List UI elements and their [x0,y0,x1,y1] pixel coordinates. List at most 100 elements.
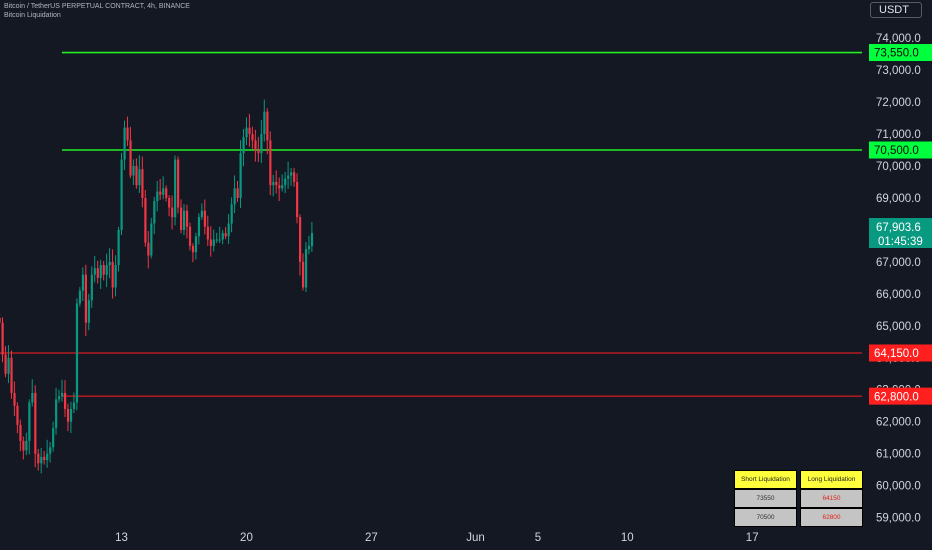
candle-body [0,317,1,323]
short-liquidation-value: 73550 [734,489,797,508]
candle-body [307,245,311,250]
candle-body [200,210,204,218]
long-liquidation-header: Long Liquidation [800,470,863,489]
candle-body [66,408,70,422]
short-liquidation-header: Short Liquidation [734,470,797,489]
candle-body [162,188,165,195]
candle-body [150,223,153,256]
candle-body [218,239,221,241]
candle-body [281,185,284,189]
price-tick-label: 61,000.0 [876,449,921,461]
candle-body [185,210,189,227]
candle-body [22,440,25,451]
last-price-tag [869,218,932,249]
candle-body [28,402,31,441]
price-tick-label: 66,000.0 [876,289,921,301]
candle-body [19,424,22,441]
long-liquidation-value: 64150 [800,489,863,508]
candlesticks [0,99,314,474]
candle-body [1,322,4,355]
candle-body [301,261,305,288]
liquidation-levels [0,51,862,397]
currency-selector[interactable]: USDT [870,2,922,18]
candle-body [13,392,16,406]
table-row: 70500 62800 [734,508,863,527]
time-tick-label: Jun [466,532,485,544]
candle-body [4,354,7,374]
level-price-tag [869,141,932,159]
liquidation-table: Short Liquidation Long Liquidation 73550… [731,470,866,527]
candle-body [141,169,144,198]
symbol-title: Bitcoin / TetherUS PERPETUAL CONTRACT, 4… [4,3,190,10]
candle-body [159,191,162,195]
long-liquidation-value: 62800 [800,508,863,527]
level-price-tag [869,344,932,362]
candle-body [156,191,159,202]
candle-body [69,408,73,422]
candle-body [182,210,186,230]
candle-body [287,175,290,179]
candle-body [215,239,218,241]
candle-body [254,140,257,151]
candle-body [293,172,296,182]
table-header-row: Short Liquidation Long Liquidation [734,470,863,489]
price-tick-label: 74,000.0 [876,33,921,45]
candle-body [46,453,49,461]
candle-body [236,188,239,198]
candle-body [153,201,156,224]
candle-body [272,181,275,186]
price-tick-label: 65,000.0 [876,321,921,333]
candle-body [212,239,215,246]
level-price-tag [869,387,932,405]
candle-body [10,357,13,393]
candle-body [16,405,19,425]
time-tick-label: 10 [621,532,634,544]
time-tick-label: 5 [535,532,541,544]
candle-body [290,172,293,176]
candle-body [248,127,251,135]
candle-body [105,265,108,275]
candle-body [188,226,192,246]
candle-body [123,127,126,160]
level-price-tag-label: 70,500.0 [874,145,919,157]
last-price-label: 67,903.6 [876,222,921,234]
candle-body [221,233,224,240]
level-price-tag [869,44,932,62]
candle-body [310,233,314,246]
price-tick-label: 67,000.0 [876,257,921,269]
candle-body [224,233,227,237]
candle-body [25,440,28,451]
price-tags: 73,550.0 70,500.0 64,150.0 62,800.0 67,903.6… [869,44,932,405]
price-tick-label: 73,000.0 [876,65,921,77]
candle-body [257,150,260,154]
candle-body [117,229,120,266]
price-tick-label: 69,000.0 [876,193,921,205]
candle-body [260,134,263,154]
candle-body [278,185,281,189]
indicator-title: Bitcoin Liquidation [4,12,61,19]
candle-body [168,197,171,208]
candle-body [81,274,85,291]
candle-body [191,245,195,253]
candle-body [111,261,114,288]
candle-body [275,181,278,186]
candle-body [239,153,242,198]
candle-body [269,140,272,186]
candle-body [78,290,82,304]
candle-body [52,428,55,448]
price-tick-label: 72,000.0 [876,97,921,109]
candle-body [180,207,183,230]
candle-body [43,456,46,461]
candle-body [144,197,147,243]
candle-body [108,261,111,266]
candle-body [197,217,201,237]
time-tick-label: 27 [365,532,378,544]
candle-body [171,207,174,218]
candle-body [209,239,212,246]
candle-body [230,204,233,224]
price-axis: 59,000.060,000.061,000.062,000.063,000.0… [876,33,921,524]
time-tick-label: 13 [115,532,128,544]
candle-body [126,127,129,141]
candle-body [58,396,61,400]
